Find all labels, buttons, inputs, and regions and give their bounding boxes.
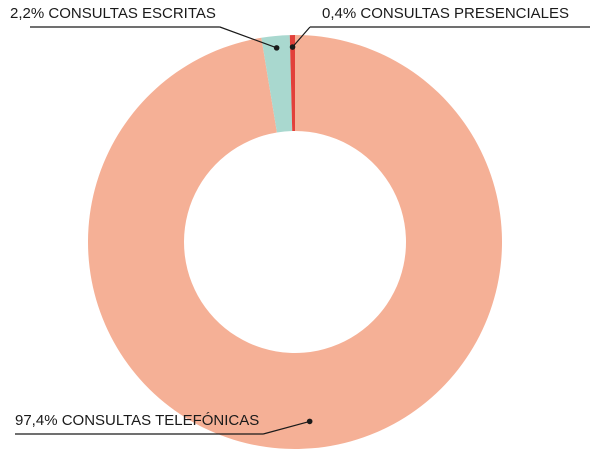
- leader-line: [292, 26, 590, 48]
- value-label: 97,4%: [15, 412, 58, 429]
- category-label: CONSULTAS PRESENCIALES: [360, 5, 569, 22]
- leader-dot: [289, 44, 296, 50]
- category-label: CONSULTAS TELEFÓNICAS: [62, 412, 260, 429]
- leader-line: [15, 420, 310, 435]
- leader-dot: [306, 418, 313, 425]
- slice-label: 2,2% CONSULTAS ESCRITAS: [10, 5, 216, 22]
- donut-slice: [88, 35, 502, 449]
- slice-label: 97,4% CONSULTAS TELEFÓNICAS: [15, 412, 259, 429]
- slice-label: 0,4% CONSULTAS PRESENCIALES: [322, 5, 569, 22]
- leader-line: [30, 26, 277, 49]
- value-label: 2,2%: [10, 5, 44, 22]
- category-label: CONSULTAS ESCRITAS: [48, 5, 216, 22]
- donut-slice: [289, 35, 295, 132]
- leader-dot: [273, 45, 280, 51]
- value-label: 0,4%: [322, 5, 360, 22]
- donut-slice: [261, 35, 293, 133]
